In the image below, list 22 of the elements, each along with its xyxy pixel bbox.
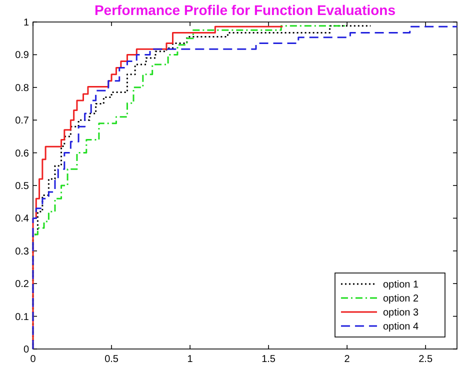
y-tick-label: 0.2 bbox=[15, 279, 30, 290]
y-tick-label: 0.3 bbox=[15, 246, 30, 258]
x-tick-label: 0 bbox=[30, 354, 36, 365]
y-tick-label: 0 bbox=[23, 344, 30, 356]
x-tick-label: 2 bbox=[344, 354, 350, 365]
y-tick-label: 0.8 bbox=[15, 82, 30, 94]
y-tick-label: 0.1 bbox=[15, 312, 30, 323]
legend-label: option 1 bbox=[383, 280, 420, 290]
y-tick-label: 1 bbox=[23, 18, 30, 28]
y-tick-label: 0.6 bbox=[15, 148, 30, 160]
legend-label: option 3 bbox=[383, 308, 420, 318]
x-tick-label: 1.5 bbox=[262, 354, 276, 365]
legend-label: option 4 bbox=[383, 322, 420, 332]
x-tick-label: 1 bbox=[187, 354, 194, 365]
y-tick-label: 0.7 bbox=[15, 116, 30, 127]
x-tick-label: 2.5 bbox=[418, 354, 433, 365]
y-tick-label: 0.9 bbox=[15, 50, 30, 62]
legend-label: option 2 bbox=[383, 294, 420, 304]
y-tick-label: 0.4 bbox=[15, 214, 30, 225]
chart-title: Performance Profile for Function Evaluations bbox=[94, 2, 396, 18]
x-tick-label: 0.5 bbox=[104, 354, 119, 365]
y-tick-label: 0.5 bbox=[15, 181, 30, 192]
